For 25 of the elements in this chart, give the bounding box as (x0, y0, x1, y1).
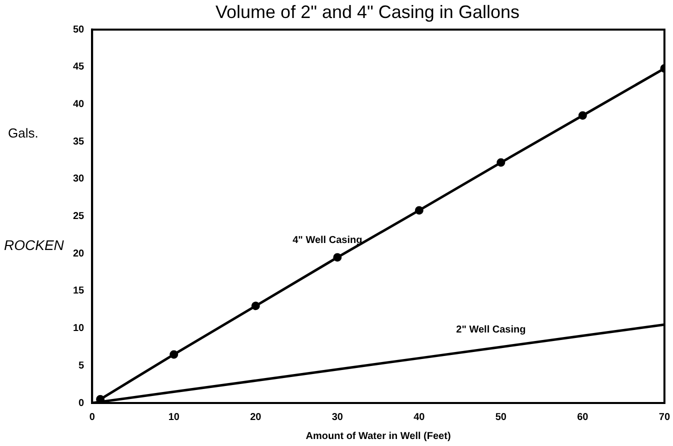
x-axis-title: Amount of Water in Well (Feet) (306, 430, 451, 442)
x-tick-label: 60 (577, 412, 589, 423)
x-tick-label: 70 (658, 412, 670, 423)
x-tick-label: 0 (89, 412, 96, 423)
series-label: 2" Well Casing (456, 324, 526, 336)
x-tick-label: 40 (414, 412, 426, 423)
x-tick-label: 30 (332, 412, 344, 423)
chart-title: Volume of 2" and 4" Casing in Gallons (216, 2, 520, 22)
y-tick-label: 45 (73, 62, 85, 73)
x-tick-label: 20 (250, 412, 262, 423)
y-tick-label: 50 (73, 24, 85, 36)
y-tick-label: 35 (73, 136, 85, 148)
x-tick-label: 50 (495, 412, 507, 423)
y-tick-label: 20 (73, 248, 85, 260)
y-tick-label: 30 (73, 174, 85, 185)
text: ROCKEN (4, 237, 65, 254)
y-tick-label: 10 (73, 323, 85, 334)
y-tick-label: 15 (73, 286, 85, 297)
y-tick-label: 5 (78, 360, 85, 372)
y-tick-label: 0 (78, 398, 85, 409)
y-tick-label: 25 (73, 211, 85, 222)
series-label: 4" Well Casing (292, 235, 362, 246)
y-axis-title: Gals. (8, 126, 38, 141)
x-tick-label: 10 (168, 412, 180, 423)
y-tick-label: 40 (73, 99, 85, 110)
